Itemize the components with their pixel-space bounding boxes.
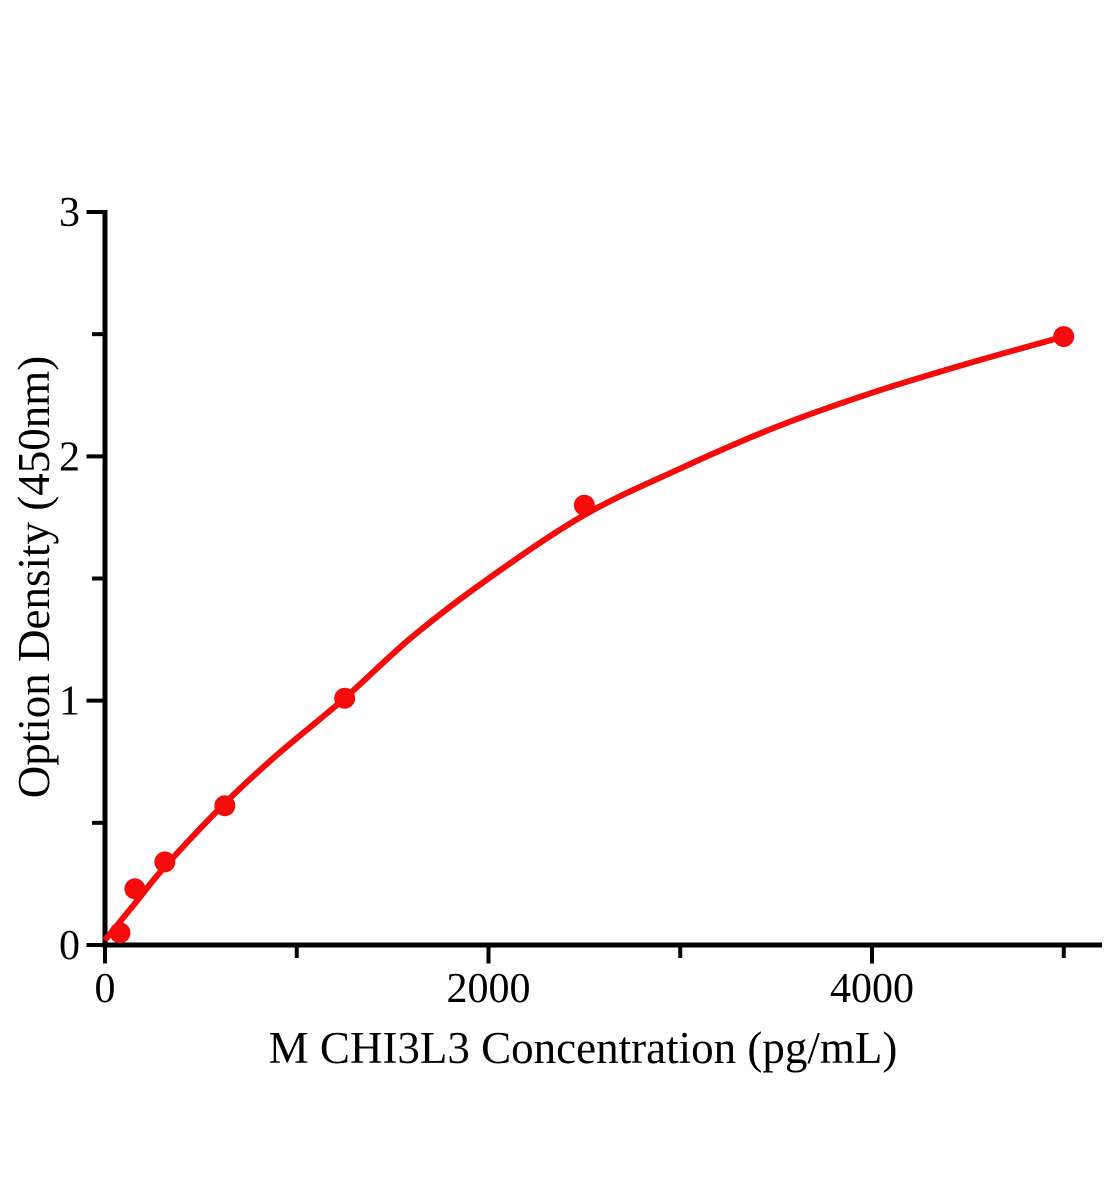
x-tick-label: 2000 xyxy=(447,966,531,1012)
data-point xyxy=(109,922,131,944)
fit-curve xyxy=(102,333,1065,943)
data-point xyxy=(573,494,595,516)
x-tick-label: 4000 xyxy=(830,966,914,1012)
data-point xyxy=(154,851,176,873)
y-axis-title: Option Density (450nm) xyxy=(9,356,59,798)
y-tick-label: 0 xyxy=(59,923,80,969)
x-tick-label: 0 xyxy=(95,966,116,1012)
data-point xyxy=(1053,326,1075,348)
data-point xyxy=(214,795,236,817)
x-axis-title: M CHI3L3 Concentration (pg/mL) xyxy=(269,1023,898,1073)
y-tick-label: 1 xyxy=(59,679,80,725)
plot-area: 0 2000 4000 0 1 2 3 xyxy=(59,190,1102,1012)
y-tick-label: 2 xyxy=(59,434,80,480)
data-point xyxy=(334,687,356,709)
y-tick-label: 3 xyxy=(59,190,80,236)
data-point xyxy=(124,878,146,900)
